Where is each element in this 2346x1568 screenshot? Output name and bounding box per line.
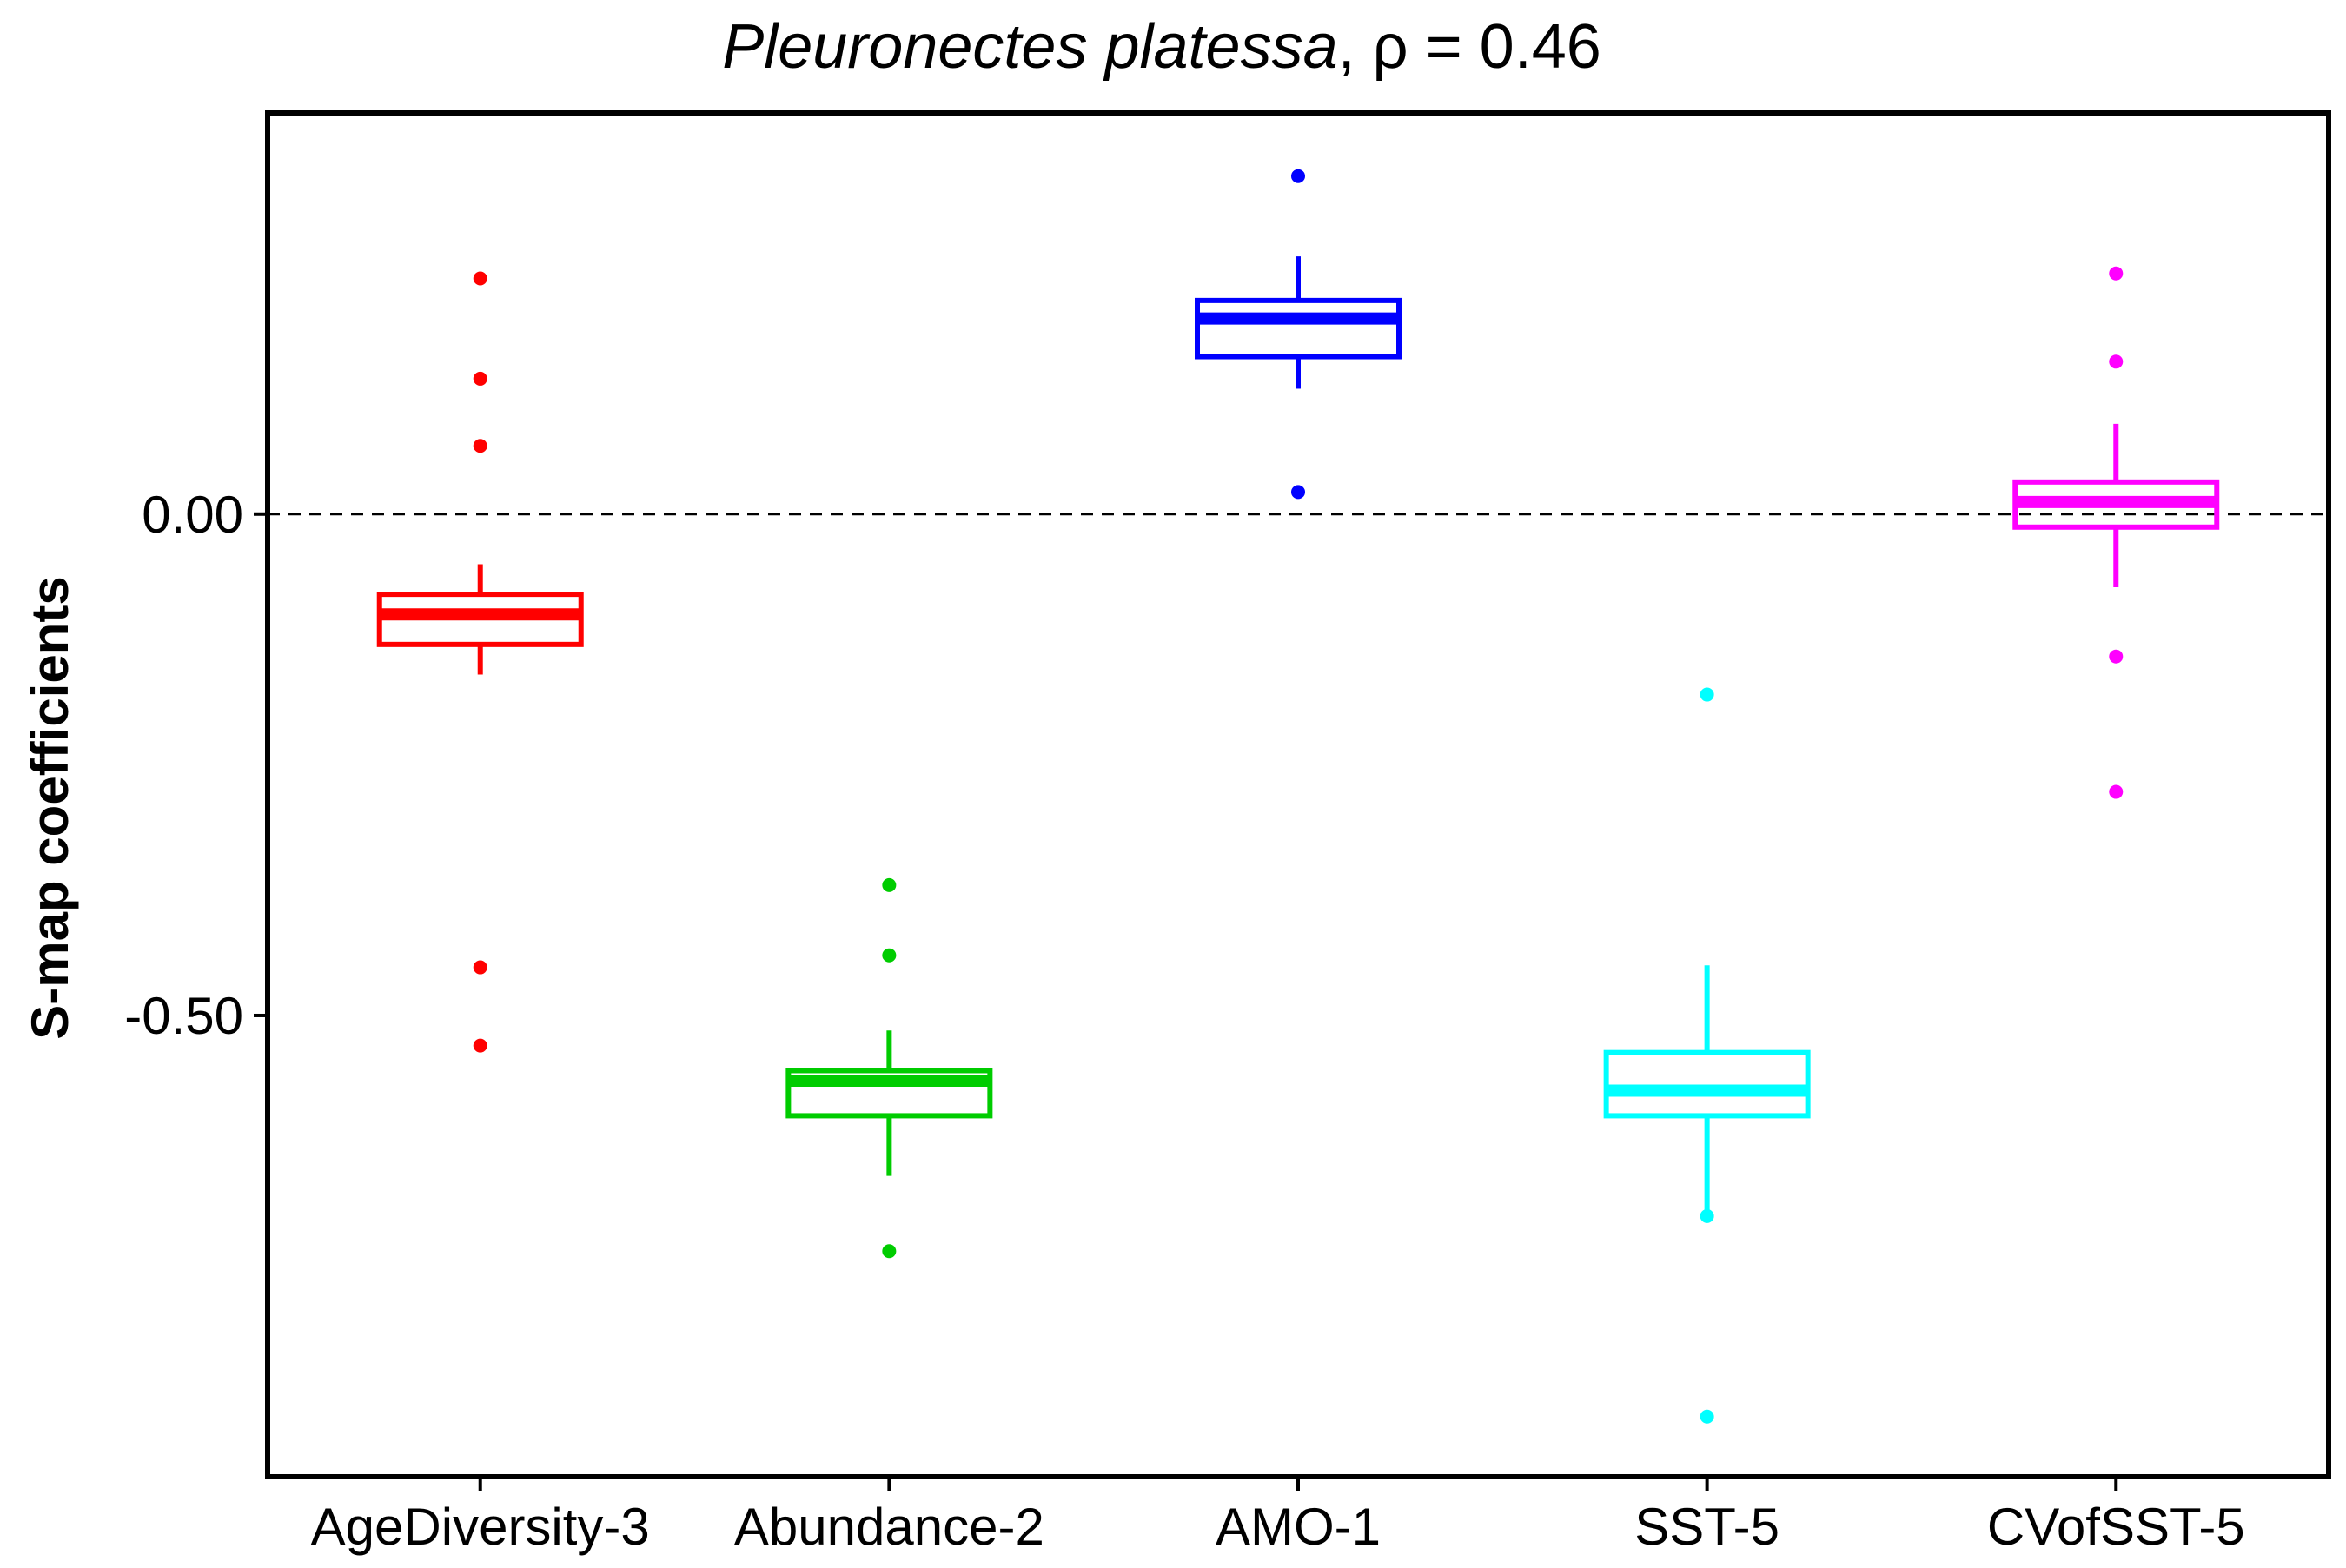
x-tick-label-0: AgeDiversity-3 bbox=[311, 1498, 650, 1556]
outlier-point-2 bbox=[882, 1244, 897, 1259]
box-group-0 bbox=[376, 271, 584, 1053]
chart-title: Pleuronectes platessa, ρ = 0.46 bbox=[722, 12, 1601, 82]
outlier-point-0 bbox=[2109, 266, 2124, 281]
x-tick-label-4: CVofSST-5 bbox=[1987, 1498, 2245, 1556]
outlier-point-1 bbox=[2109, 354, 2124, 369]
outlier-point-0 bbox=[1291, 169, 1305, 183]
x-tick-label-1: Abundance-2 bbox=[734, 1498, 1044, 1556]
outlier-point-3 bbox=[2109, 784, 2124, 799]
box-group-3 bbox=[1603, 687, 1811, 1424]
outlier-point-0 bbox=[1700, 687, 1714, 702]
outlier-point-2 bbox=[2109, 649, 2124, 664]
iqr-box bbox=[1603, 1049, 1811, 1119]
chart-title-species: Pleuronectes platessa bbox=[722, 12, 1337, 82]
outlier-point-2 bbox=[473, 439, 487, 453]
chart-title-suffix: , ρ = 0.46 bbox=[1338, 12, 1601, 82]
outlier-point-3 bbox=[473, 960, 487, 975]
iqr-box bbox=[785, 1068, 993, 1119]
x-tick-label-2: AMO-1 bbox=[1216, 1498, 1381, 1556]
outlier-point-0 bbox=[473, 271, 487, 286]
outlier-point-1 bbox=[473, 371, 487, 386]
box-group-1 bbox=[785, 877, 993, 1259]
y-tick-label-0: 0.00 bbox=[142, 486, 243, 544]
box-group-2 bbox=[1195, 169, 1402, 500]
outlier-point-0 bbox=[882, 877, 897, 892]
plot-area bbox=[254, 169, 2329, 1491]
y-axis-label: S-map coefficients bbox=[21, 576, 79, 1039]
outlier-point-1 bbox=[1700, 1208, 1714, 1223]
y-tick-label-1: -0.50 bbox=[124, 987, 243, 1045]
outlier-point-1 bbox=[1291, 485, 1305, 500]
outlier-point-1 bbox=[882, 948, 897, 963]
iqr-box bbox=[1195, 297, 1402, 360]
box-group-4 bbox=[2012, 266, 2220, 799]
outlier-point-4 bbox=[473, 1038, 487, 1053]
plot-border bbox=[265, 110, 2331, 1479]
x-tick-label-3: SST-5 bbox=[1634, 1498, 1779, 1556]
outlier-point-2 bbox=[1700, 1409, 1714, 1424]
